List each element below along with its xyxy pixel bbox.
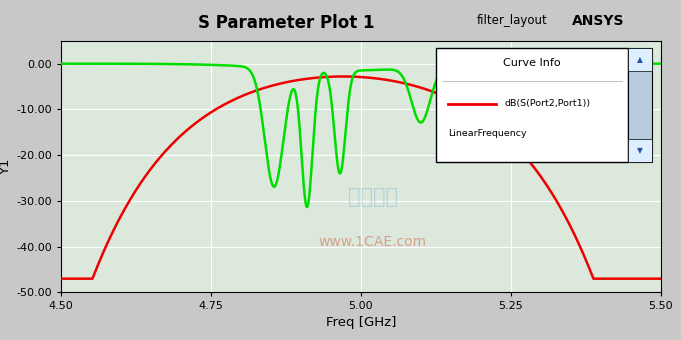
Text: 仿真在線: 仿真在線 <box>348 187 398 207</box>
Text: Curve Info: Curve Info <box>503 58 560 68</box>
Text: filter_layout: filter_layout <box>477 14 548 27</box>
X-axis label: Freq [GHz]: Freq [GHz] <box>326 316 396 328</box>
FancyBboxPatch shape <box>436 48 628 161</box>
Text: ▲: ▲ <box>637 55 643 64</box>
Y-axis label: Y1: Y1 <box>0 158 12 175</box>
Text: LinearFrequency: LinearFrequency <box>448 130 526 138</box>
Text: dB(S(Port2,Port1)): dB(S(Port2,Port1)) <box>505 99 591 108</box>
FancyBboxPatch shape <box>628 139 652 162</box>
Text: www.1CAE.com: www.1CAE.com <box>319 235 427 249</box>
FancyBboxPatch shape <box>628 48 652 161</box>
Text: S Parameter Plot 1: S Parameter Plot 1 <box>197 14 375 32</box>
FancyBboxPatch shape <box>628 48 652 71</box>
Text: ▼: ▼ <box>637 146 643 155</box>
Text: ANSYS: ANSYS <box>572 14 624 28</box>
